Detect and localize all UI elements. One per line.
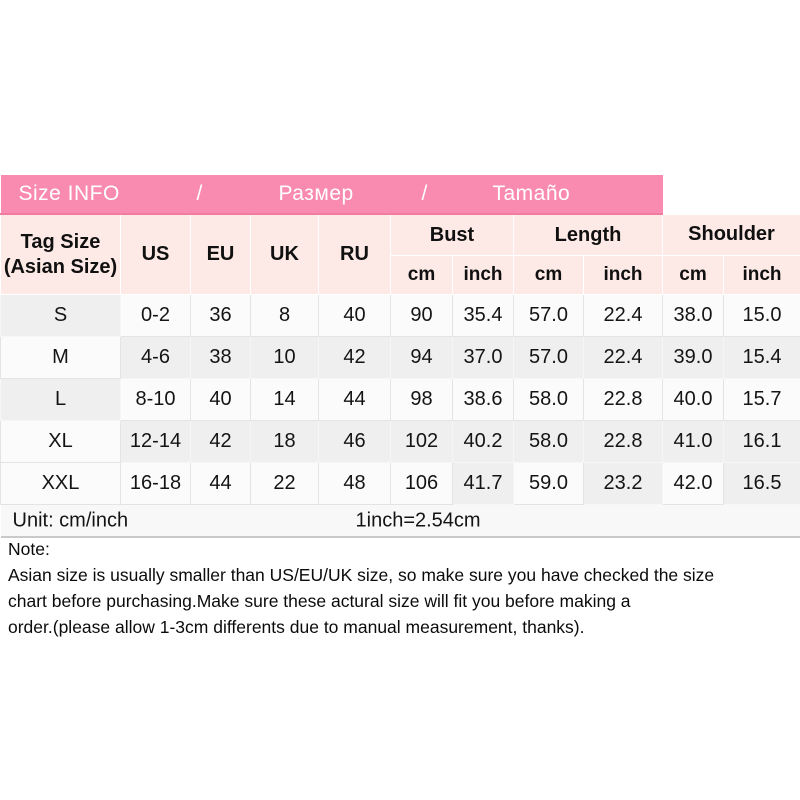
size-value-cell: 16-18 bbox=[120, 462, 191, 505]
size-value-cell: 38 bbox=[190, 336, 251, 379]
size-value-cell: 0-2 bbox=[120, 294, 191, 337]
size-value-cell: 22.4 bbox=[583, 336, 663, 379]
banner: Size INFO / Размер / Tamaño bbox=[0, 175, 663, 215]
size-value-cell: 57.0 bbox=[513, 336, 584, 379]
unit-footer-row: Unit: cm/inch 1inch=2.54cm bbox=[0, 504, 800, 538]
note-section: Note: Asian size is usually smaller than… bbox=[8, 536, 796, 640]
size-value-cell: 94 bbox=[390, 336, 453, 379]
note-line: chart before purchasing.Make sure these … bbox=[8, 591, 631, 611]
tag-size-header-line1: Tag Size bbox=[20, 231, 101, 254]
size-value-cell: 8 bbox=[250, 294, 319, 337]
table-row: S 0-2 36 8 40 90 35.4 57.0 22.4 38.0 15.0 bbox=[0, 294, 800, 337]
size-value-cell: 23.2 bbox=[583, 462, 663, 505]
row-tag-cell: L bbox=[0, 378, 121, 421]
unit-subheader-row: cm inch cm inch cm inch bbox=[1, 255, 800, 295]
size-chart-table: Size INFO / Размер / Tamaño Tag Size (As… bbox=[0, 175, 800, 538]
banner-row: Size INFO / Размер / Tamaño bbox=[0, 175, 800, 215]
size-value-cell: 40 bbox=[318, 294, 391, 337]
size-value-cell: 42 bbox=[318, 336, 391, 379]
eu-header: EU bbox=[190, 213, 251, 295]
size-value-cell: 41.7 bbox=[452, 462, 514, 505]
tag-size-header: Tag Size (Asian Size) bbox=[0, 213, 121, 295]
size-value-cell: 15.7 bbox=[723, 378, 800, 421]
size-value-cell: 58.0 bbox=[513, 420, 584, 463]
bust-inch-header: inch bbox=[452, 255, 514, 295]
size-value-cell: 38.6 bbox=[452, 378, 514, 421]
size-value-cell: 22.8 bbox=[583, 420, 663, 463]
size-value-cell: 44 bbox=[318, 378, 391, 421]
size-value-cell: 46 bbox=[318, 420, 391, 463]
row-tag-cell: XL bbox=[0, 420, 121, 463]
size-value-cell: 16.1 bbox=[723, 420, 800, 463]
size-value-cell: 38.0 bbox=[662, 294, 724, 337]
size-value-cell: 42.0 bbox=[662, 462, 724, 505]
size-value-cell: 37.0 bbox=[452, 336, 514, 379]
size-value-cell: 40.2 bbox=[452, 420, 514, 463]
note-line: Asian size is usually smaller than US/EU… bbox=[8, 565, 715, 585]
size-value-cell: 35.4 bbox=[452, 294, 514, 337]
size-value-cell: 98 bbox=[390, 378, 453, 421]
size-value-cell: 90 bbox=[390, 294, 453, 337]
size-value-cell: 41.0 bbox=[662, 420, 724, 463]
unit-row: Unit: cm/inch 1inch=2.54cm bbox=[0, 504, 800, 538]
column-header-row: Tag Size (Asian Size) US EU UK RU Bust L… bbox=[0, 213, 800, 295]
size-value-cell: 48 bbox=[318, 462, 391, 505]
size-value-cell: 57.0 bbox=[513, 294, 584, 337]
size-value-cell: 16.5 bbox=[723, 462, 800, 505]
conversion-label: 1inch=2.54cm bbox=[355, 509, 481, 531]
table-row: XXL 16-18 44 22 48 106 41.7 59.0 23.2 42.0 16.5 bbox=[0, 462, 800, 505]
table-row: XL 12-14 42 18 46 102 40.2 58.0 22.8 41.0 16.1 bbox=[0, 420, 800, 463]
length-header: Length bbox=[513, 213, 663, 256]
banner-title-en: Size INFO bbox=[18, 182, 120, 205]
note-line: order.(please allow 1-3cm differents due… bbox=[8, 617, 585, 637]
length-cm-header: cm bbox=[513, 255, 584, 295]
size-value-cell: 40 bbox=[190, 378, 251, 421]
banner-empty-area bbox=[662, 175, 800, 214]
size-value-cell: 12-14 bbox=[120, 420, 191, 463]
size-value-cell: 4-6 bbox=[120, 336, 191, 379]
size-value-cell: 102 bbox=[390, 420, 453, 463]
banner-title-ru: Размер bbox=[278, 182, 354, 205]
shoulder-cm-header: cm bbox=[662, 255, 724, 295]
row-tag-cell: M bbox=[0, 336, 121, 379]
banner-separator: / bbox=[196, 182, 203, 205]
size-value-cell: 22 bbox=[250, 462, 319, 505]
uk-header: UK bbox=[250, 213, 319, 295]
row-tag-cell: XXL bbox=[0, 462, 121, 505]
size-value-cell: 39.0 bbox=[662, 336, 724, 379]
size-value-cell: 59.0 bbox=[513, 462, 584, 505]
bust-header: Bust bbox=[390, 213, 514, 256]
size-value-cell: 15.0 bbox=[723, 294, 800, 337]
ru-header: RU bbox=[318, 213, 391, 295]
row-tag-cell: S bbox=[0, 294, 121, 337]
table-row: M 4-6 38 10 42 94 37.0 57.0 22.4 39.0 15.4 bbox=[0, 336, 800, 379]
table-row: L 8-10 40 14 44 98 38.6 58.0 22.8 40.0 15.7 bbox=[0, 378, 800, 421]
size-value-cell: 14 bbox=[250, 378, 319, 421]
size-value-cell: 8-10 bbox=[120, 378, 191, 421]
banner-separator: / bbox=[421, 182, 428, 205]
size-value-cell: 15.4 bbox=[723, 336, 800, 379]
note-title: Note: bbox=[8, 539, 50, 559]
size-value-cell: 42 bbox=[190, 420, 251, 463]
length-inch-header: inch bbox=[583, 255, 663, 295]
bust-cm-header: cm bbox=[390, 255, 453, 295]
size-value-cell: 36 bbox=[190, 294, 251, 337]
unit-label: Unit: cm/inch bbox=[12, 509, 129, 531]
size-value-cell: 10 bbox=[250, 336, 319, 379]
size-value-cell: 40.0 bbox=[662, 378, 724, 421]
shoulder-inch-header: inch bbox=[723, 255, 800, 295]
us-header: US bbox=[120, 213, 191, 295]
size-value-cell: 58.0 bbox=[513, 378, 584, 421]
shoulder-header: Shoulder bbox=[662, 213, 800, 256]
size-value-cell: 18 bbox=[250, 420, 319, 463]
size-value-cell: 22.8 bbox=[583, 378, 663, 421]
size-value-cell: 44 bbox=[190, 462, 251, 505]
size-value-cell: 106 bbox=[390, 462, 453, 505]
tag-size-header-line2: (Asian Size) bbox=[3, 255, 118, 278]
banner-title-es: Tamaño bbox=[492, 182, 571, 205]
size-value-cell: 22.4 bbox=[583, 294, 663, 337]
